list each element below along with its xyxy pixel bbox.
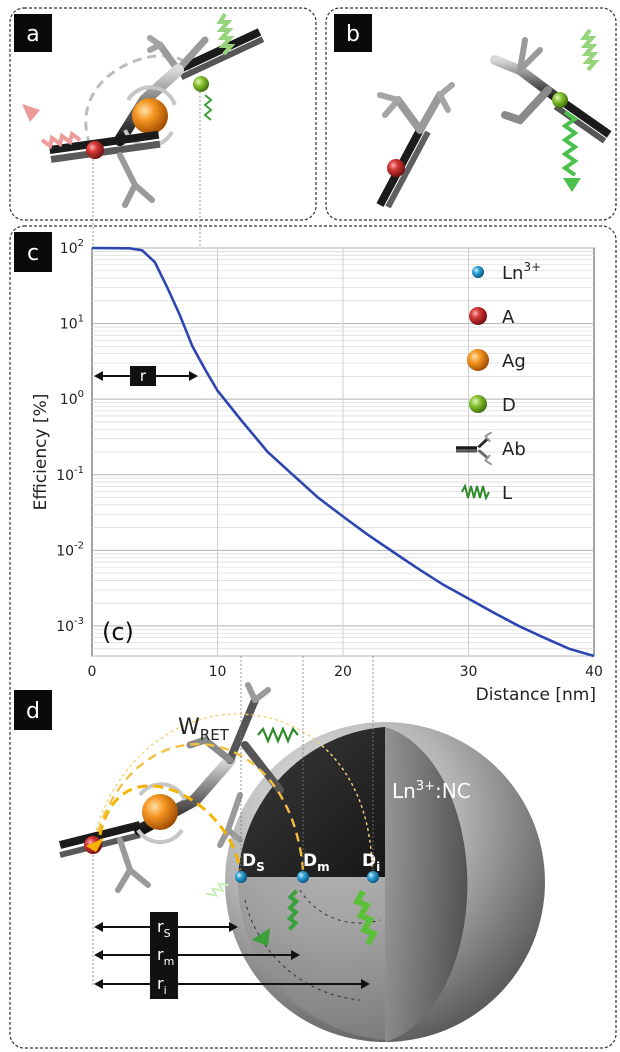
acceptor-red-sphere-b	[387, 159, 405, 177]
ln-excitation-wave	[257, 726, 299, 744]
panel-c-label: c	[27, 241, 39, 266]
x-tick-label: 20	[334, 664, 352, 680]
x-axis-title: Distance [nm]	[476, 685, 596, 705]
radius-ri-label: ri	[157, 974, 167, 997]
x-ticks: 0 10 20 30 40	[88, 664, 603, 680]
x-tick-label: 0	[88, 664, 97, 680]
legend: Ln3+ A Ag D Ab L	[454, 260, 541, 504]
red-sphere-icon	[469, 307, 487, 325]
y-tick-label: 102	[60, 238, 84, 257]
legend-label: D	[502, 395, 516, 416]
panel-d-illustration: WRET DS Dm Di Ln3+:NC rS	[59, 656, 545, 1042]
radius-rm-label: rm	[157, 945, 174, 968]
donor-green-sphere-b	[552, 92, 568, 108]
panel-a-illustration	[22, 12, 265, 208]
legend-label: L	[502, 483, 512, 504]
legend-item: Ag	[467, 349, 526, 372]
incoming-light-b	[580, 28, 600, 72]
panel-cd-frame	[9, 225, 617, 1049]
orange-sphere-icon	[467, 349, 489, 371]
legend-label: Ab	[502, 439, 526, 460]
legend-label: Ln3+	[502, 260, 541, 284]
r-range-arrow: r	[94, 366, 198, 386]
x-tick-label: 40	[585, 664, 603, 680]
y-tick-label: 10-3	[56, 616, 84, 635]
y-tick-label: 10-2	[56, 540, 84, 559]
grid	[92, 247, 594, 657]
cut-face-top	[238, 727, 385, 877]
acceptor-red-sphere	[86, 141, 104, 159]
panel-d-label: d	[26, 699, 40, 724]
donor-di-label: Di	[362, 851, 380, 874]
legend-item: Ab	[454, 431, 526, 466]
legend-label: Ag	[502, 351, 526, 372]
antigen-orange-sphere-d	[142, 794, 178, 830]
chart-inset-label: (c)	[102, 618, 134, 646]
x-tick-label: 30	[460, 664, 478, 680]
legend-item: Ln3+	[472, 260, 541, 284]
panel-a-label: a	[26, 22, 39, 47]
wave-icon	[461, 483, 490, 501]
cut-face-front	[237, 877, 385, 1040]
donor-green-sphere	[193, 76, 209, 92]
donor-dm-label: Dm	[303, 851, 330, 874]
legend-item: A	[469, 307, 515, 328]
donor-ds-label: DS	[242, 851, 265, 874]
radius-rs-label: rS	[157, 917, 171, 940]
emitted-light-b	[561, 110, 579, 177]
panel-b-label: b	[346, 22, 360, 47]
y-tick-label: 101	[60, 314, 84, 333]
panel-b-illustration	[376, 28, 612, 209]
efficiency-curve	[91, 246, 595, 658]
cut-face-side	[385, 727, 468, 1042]
wret-label: WRET	[178, 715, 230, 744]
nc-label: Ln3+:NC	[392, 779, 471, 803]
emitted-light-small	[203, 94, 213, 121]
y-tick-label: 100	[60, 389, 84, 408]
emission-wave-m	[286, 889, 300, 931]
legend-item: D	[469, 395, 516, 416]
x-tick-label: 10	[209, 664, 227, 680]
y-ticks: 102 101 100 10-1 10-2 10-3	[56, 238, 84, 635]
incoming-light	[216, 12, 236, 56]
efficiency-chart: 0 10 20 30 40 102 101 100 10-1 10-2 10-3 Distance…	[31, 238, 603, 705]
legend-label: A	[502, 307, 515, 328]
green-sphere-icon	[469, 395, 487, 413]
panel-a-frame	[9, 7, 317, 221]
panel-b-frame	[325, 7, 617, 221]
emitted-light-red	[40, 130, 82, 150]
y-axis-title: Efficiency [%]	[31, 394, 51, 511]
radius-arrows: rS rm ri	[94, 912, 370, 999]
emission-wave-i	[353, 889, 378, 946]
antigen-orange-sphere	[132, 98, 168, 134]
legend-item: L	[461, 483, 512, 504]
transfer-arc	[84, 54, 192, 146]
blue-sphere-icon	[472, 266, 484, 278]
y-tick-label: 10-1	[56, 465, 84, 484]
r-label: r	[140, 367, 147, 385]
